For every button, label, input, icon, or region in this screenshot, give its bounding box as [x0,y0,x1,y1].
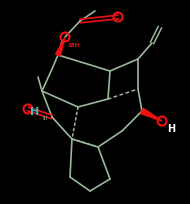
Polygon shape [56,38,65,57]
Text: H: H [167,123,175,133]
Text: 18H: 18H [67,43,79,48]
Text: iii: iii [42,115,47,120]
Polygon shape [141,109,162,121]
Text: H: H [30,106,39,116]
